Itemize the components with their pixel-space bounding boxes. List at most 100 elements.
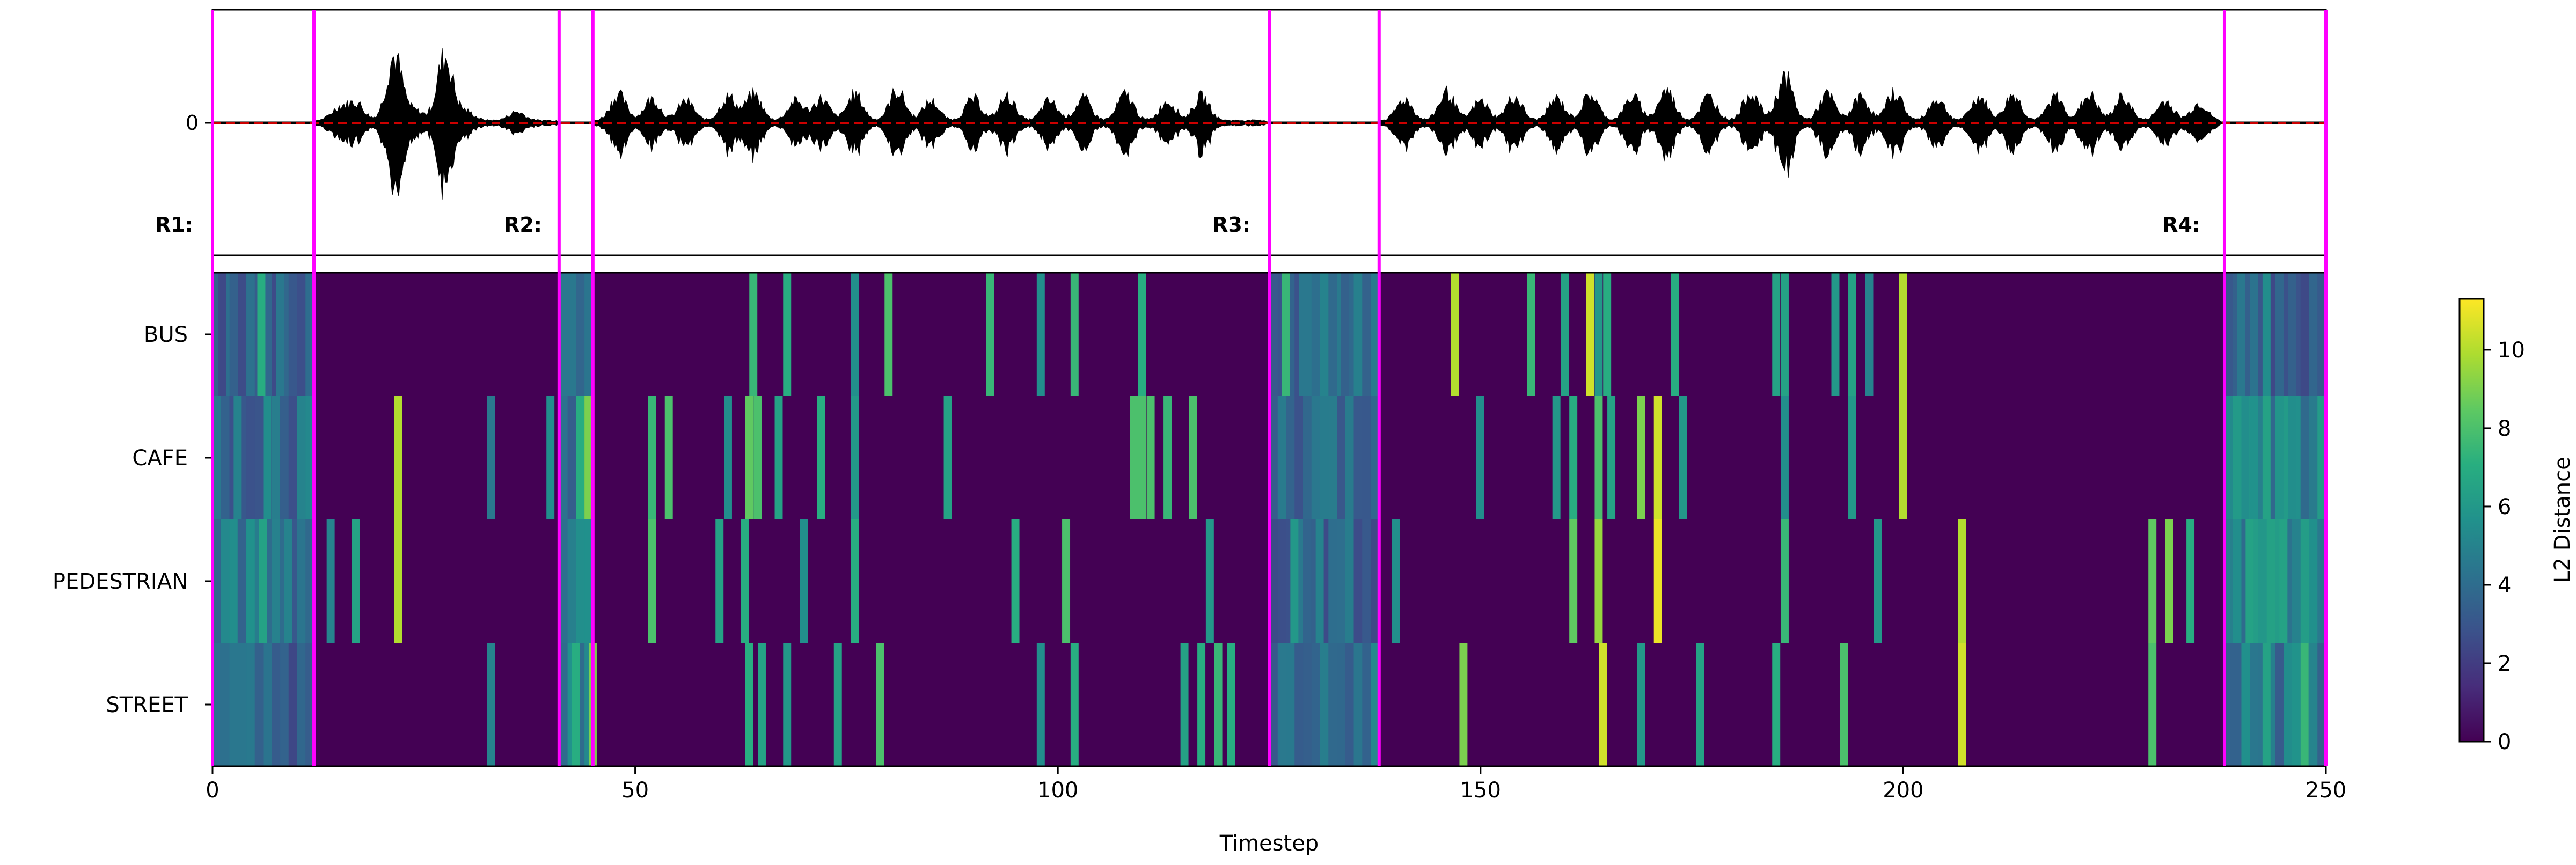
heatmap-band-cell (2250, 396, 2259, 519)
colorbar-label: L2 Distance (2550, 457, 2575, 583)
heatmap-cell (876, 643, 884, 766)
colorbar-gradient (2458, 298, 2485, 743)
colorbar-ticks: 0 2 4 6 8 10 (2484, 338, 2525, 754)
heatmap-cell (284, 519, 292, 643)
heatmap-cell (745, 396, 753, 519)
heatmap-band-cell (297, 519, 306, 643)
heatmap-band-cell (559, 643, 568, 766)
heatmap-band-cell (1353, 643, 1363, 766)
heatmap-band-cell (1328, 519, 1337, 643)
heatmap-band-cell (2292, 519, 2301, 643)
heatmap-band-cell (1303, 643, 1312, 766)
heatmap-cell (1320, 273, 1328, 396)
heatmap-x-axis: 0 50 100 150 200 250 (206, 766, 2346, 803)
heatmap-band-cell (2224, 643, 2234, 766)
heatmap-band-cell (272, 643, 281, 766)
heatmap-cell (233, 396, 242, 519)
heatmap-band-cell (1353, 396, 1363, 519)
heatmap-cell (986, 273, 994, 396)
heatmap-cell (2262, 273, 2271, 396)
heatmap-cell (487, 396, 495, 519)
colorbar: 0 2 4 6 8 10 L2 Distance (2458, 298, 2575, 754)
heatmap-band-cell (288, 396, 298, 519)
heatmap-cell (2262, 396, 2271, 519)
heatmap-band-cell (2309, 396, 2318, 519)
heatmap-band-cell (2241, 643, 2250, 766)
heatmap-cell (1036, 273, 1045, 396)
heatmap-band-cell (2309, 273, 2318, 396)
heatmap-cell (1146, 396, 1155, 519)
waveform-panel: 0 R1: R2: R3: R4: (155, 9, 2327, 256)
heatmap-band-cell (280, 396, 289, 519)
heatmap-band-cell (2292, 643, 2301, 766)
heatmap-cell (2288, 396, 2296, 519)
heatmap-cell (1958, 519, 1966, 643)
heatmap-cell (259, 519, 267, 643)
heatmap-cell (648, 396, 656, 519)
heatmap-cell (1780, 396, 1789, 519)
heatmap-band-cell (2233, 519, 2242, 643)
heatmap-band-cell (1269, 643, 1278, 766)
region-labels: R1: R2: R3: R4: (155, 213, 2200, 237)
heatmap-cell (1848, 273, 1856, 396)
heatmap-cell (326, 519, 335, 643)
heatmap-cell (2279, 519, 2288, 643)
heatmap-band-cell (246, 519, 255, 643)
heatmap-band-cell (254, 643, 264, 766)
heatmap-band-cell (229, 643, 238, 766)
heatmap-band-cell (1371, 396, 1380, 519)
heatmap-band-cell (1286, 643, 1295, 766)
heatmap-cell (851, 519, 859, 643)
heatmap-cell (1341, 273, 1349, 396)
heatmap-band-cell (297, 273, 306, 396)
heatmap-cell (2237, 273, 2245, 396)
heatmap-band-cell (305, 519, 314, 643)
heatmap-cell (1138, 396, 1146, 519)
heatmap-cell (1227, 643, 1235, 766)
heatmap-cell (1205, 519, 1214, 643)
heatmap-band-cell (559, 273, 568, 396)
heatmap-band-cell (305, 273, 314, 396)
heatmap-band-cell (2300, 519, 2309, 643)
heatmap-band-cell (2224, 273, 2234, 396)
heatmap-cell (1552, 396, 1561, 519)
heatmap-cell (1180, 643, 1189, 766)
heatmap-cell (1527, 273, 1535, 396)
heatmap-band-cell (1337, 396, 1346, 519)
heatmap-band-cell (2258, 519, 2267, 643)
heatmap-band-cell (2317, 519, 2326, 643)
heatmap-band-cell (1277, 643, 1287, 766)
heatmap-cell (1561, 273, 1569, 396)
heatmap-cell (1696, 643, 1704, 766)
heatmap-cell (1011, 519, 1020, 643)
heatmap-band-cell (1362, 519, 1371, 643)
heatmap-cell (1594, 396, 1603, 519)
heatmap-band-cell (2300, 396, 2309, 519)
heatmap-cell (1679, 396, 1687, 519)
row-label: CAFE (132, 446, 188, 471)
heatmap-cell (584, 396, 593, 519)
row-label: STREET (106, 693, 188, 717)
heatmap-cell (1130, 396, 1138, 519)
x-tick-label: 100 (1037, 778, 1078, 803)
heatmap-band-cell (1337, 643, 1346, 766)
heatmap-cell (884, 273, 893, 396)
heatmap-band-cell (2250, 643, 2259, 766)
heatmap-band-cell (2284, 643, 2293, 766)
heatmap-cell (1637, 396, 1645, 519)
heatmap-cell (2186, 519, 2195, 643)
heatmap-band-cell (2275, 396, 2284, 519)
heatmap-cell (783, 643, 792, 766)
region-label: R2: (504, 213, 542, 237)
heatmap-cell (774, 396, 783, 519)
heatmap-cell (2245, 519, 2254, 643)
heatmap-band-cell (1353, 519, 1363, 643)
region-boundaries (211, 10, 2328, 766)
heatmap-band-cell (246, 643, 255, 766)
heatmap-cells (213, 273, 2326, 766)
heatmap-cell (352, 519, 360, 643)
heatmap-band-cell (1353, 273, 1363, 396)
heatmap-band-cell (254, 396, 264, 519)
